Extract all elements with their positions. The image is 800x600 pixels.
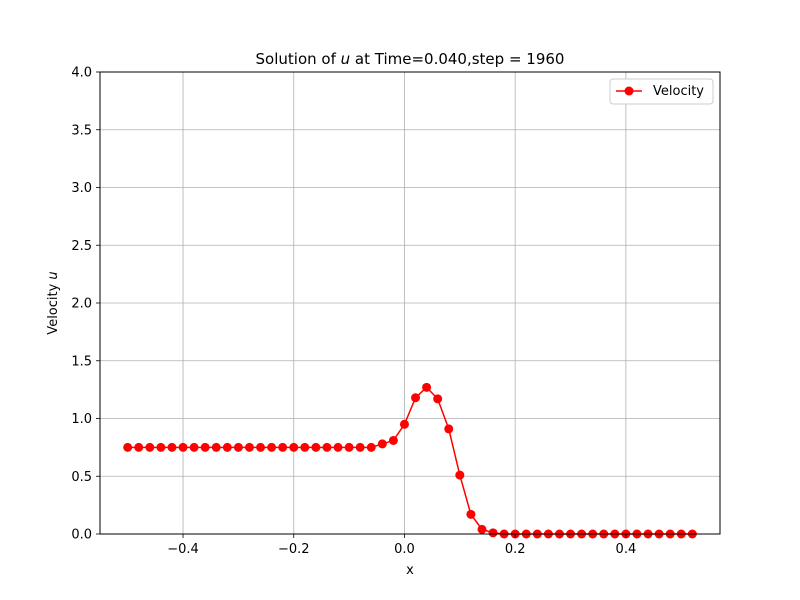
data-point [233, 442, 243, 452]
axis-ticks: −0.4 −0.2 0.0 0.2 0.4 0.0 0.5 1.0 1.5 2.0 2.5 3.0 3.… [71, 66, 636, 558]
data-point [455, 470, 465, 480]
x-tick-label: 0.2 [505, 542, 526, 557]
x-axis-label: x [406, 563, 414, 578]
y-tick-label: 1.5 [71, 354, 92, 369]
data-point [488, 528, 498, 538]
data-point [189, 442, 199, 452]
data-point [134, 442, 144, 452]
x-tick-label: −0.4 [167, 542, 199, 557]
data-point [256, 442, 266, 452]
data-point [278, 442, 288, 452]
data-point [333, 442, 343, 452]
data-point [344, 442, 354, 452]
y-tick-label: 2.5 [71, 239, 92, 254]
y-tick-label: 4.0 [71, 66, 92, 81]
data-point [211, 442, 221, 452]
legend-marker-swatch [624, 86, 634, 96]
legend: Velocity [609, 78, 714, 105]
data-point [222, 442, 232, 452]
data-point [300, 442, 310, 452]
data-point [422, 382, 432, 392]
data-point [178, 442, 188, 452]
data-point [200, 442, 210, 452]
data-point [377, 439, 387, 449]
y-tick-label: 0.5 [71, 470, 92, 485]
y-tick-label: 0.0 [71, 528, 92, 543]
data-point [366, 442, 376, 452]
data-point [433, 394, 443, 404]
x-tick-label: 0.4 [616, 542, 637, 557]
legend-box [609, 78, 714, 105]
data-point [289, 442, 299, 452]
x-tick-label: 0.0 [394, 542, 415, 557]
y-tick-label: 3.5 [71, 123, 92, 138]
x-tick-label: −0.2 [278, 542, 310, 557]
data-point [145, 442, 155, 452]
data-point [167, 442, 177, 452]
data-point [244, 442, 254, 452]
data-point [466, 509, 476, 519]
y-tick-label: 1.0 [71, 412, 92, 427]
data-point [267, 442, 277, 452]
data-point [156, 442, 166, 452]
y-tick-label: 3.0 [71, 181, 92, 196]
data-point [444, 424, 454, 434]
grid [100, 71, 720, 535]
data-point [477, 524, 487, 534]
data-point [311, 442, 321, 452]
data-point [399, 419, 409, 429]
chart-title: Solution of u at Time=0.040,step = 1960 [256, 50, 565, 68]
data-point [388, 435, 398, 445]
data-point [123, 442, 133, 452]
legend-label: Velocity [653, 84, 704, 99]
series-velocity [123, 382, 697, 539]
y-tick-label: 2.0 [71, 297, 92, 312]
data-point [322, 442, 332, 452]
data-point [411, 393, 421, 403]
y-axis-label: Velocity u [46, 271, 61, 334]
series-line [127, 386, 693, 535]
data-point [355, 442, 365, 452]
